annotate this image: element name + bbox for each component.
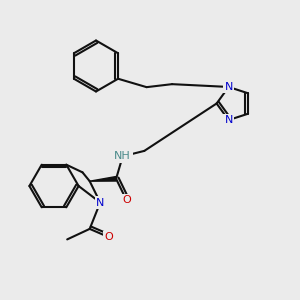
Text: NH: NH: [114, 151, 131, 161]
Text: N: N: [96, 197, 104, 208]
Text: O: O: [122, 195, 131, 206]
Text: N: N: [224, 115, 233, 125]
Polygon shape: [90, 177, 116, 181]
Text: O: O: [105, 232, 114, 242]
Text: N: N: [224, 82, 233, 92]
